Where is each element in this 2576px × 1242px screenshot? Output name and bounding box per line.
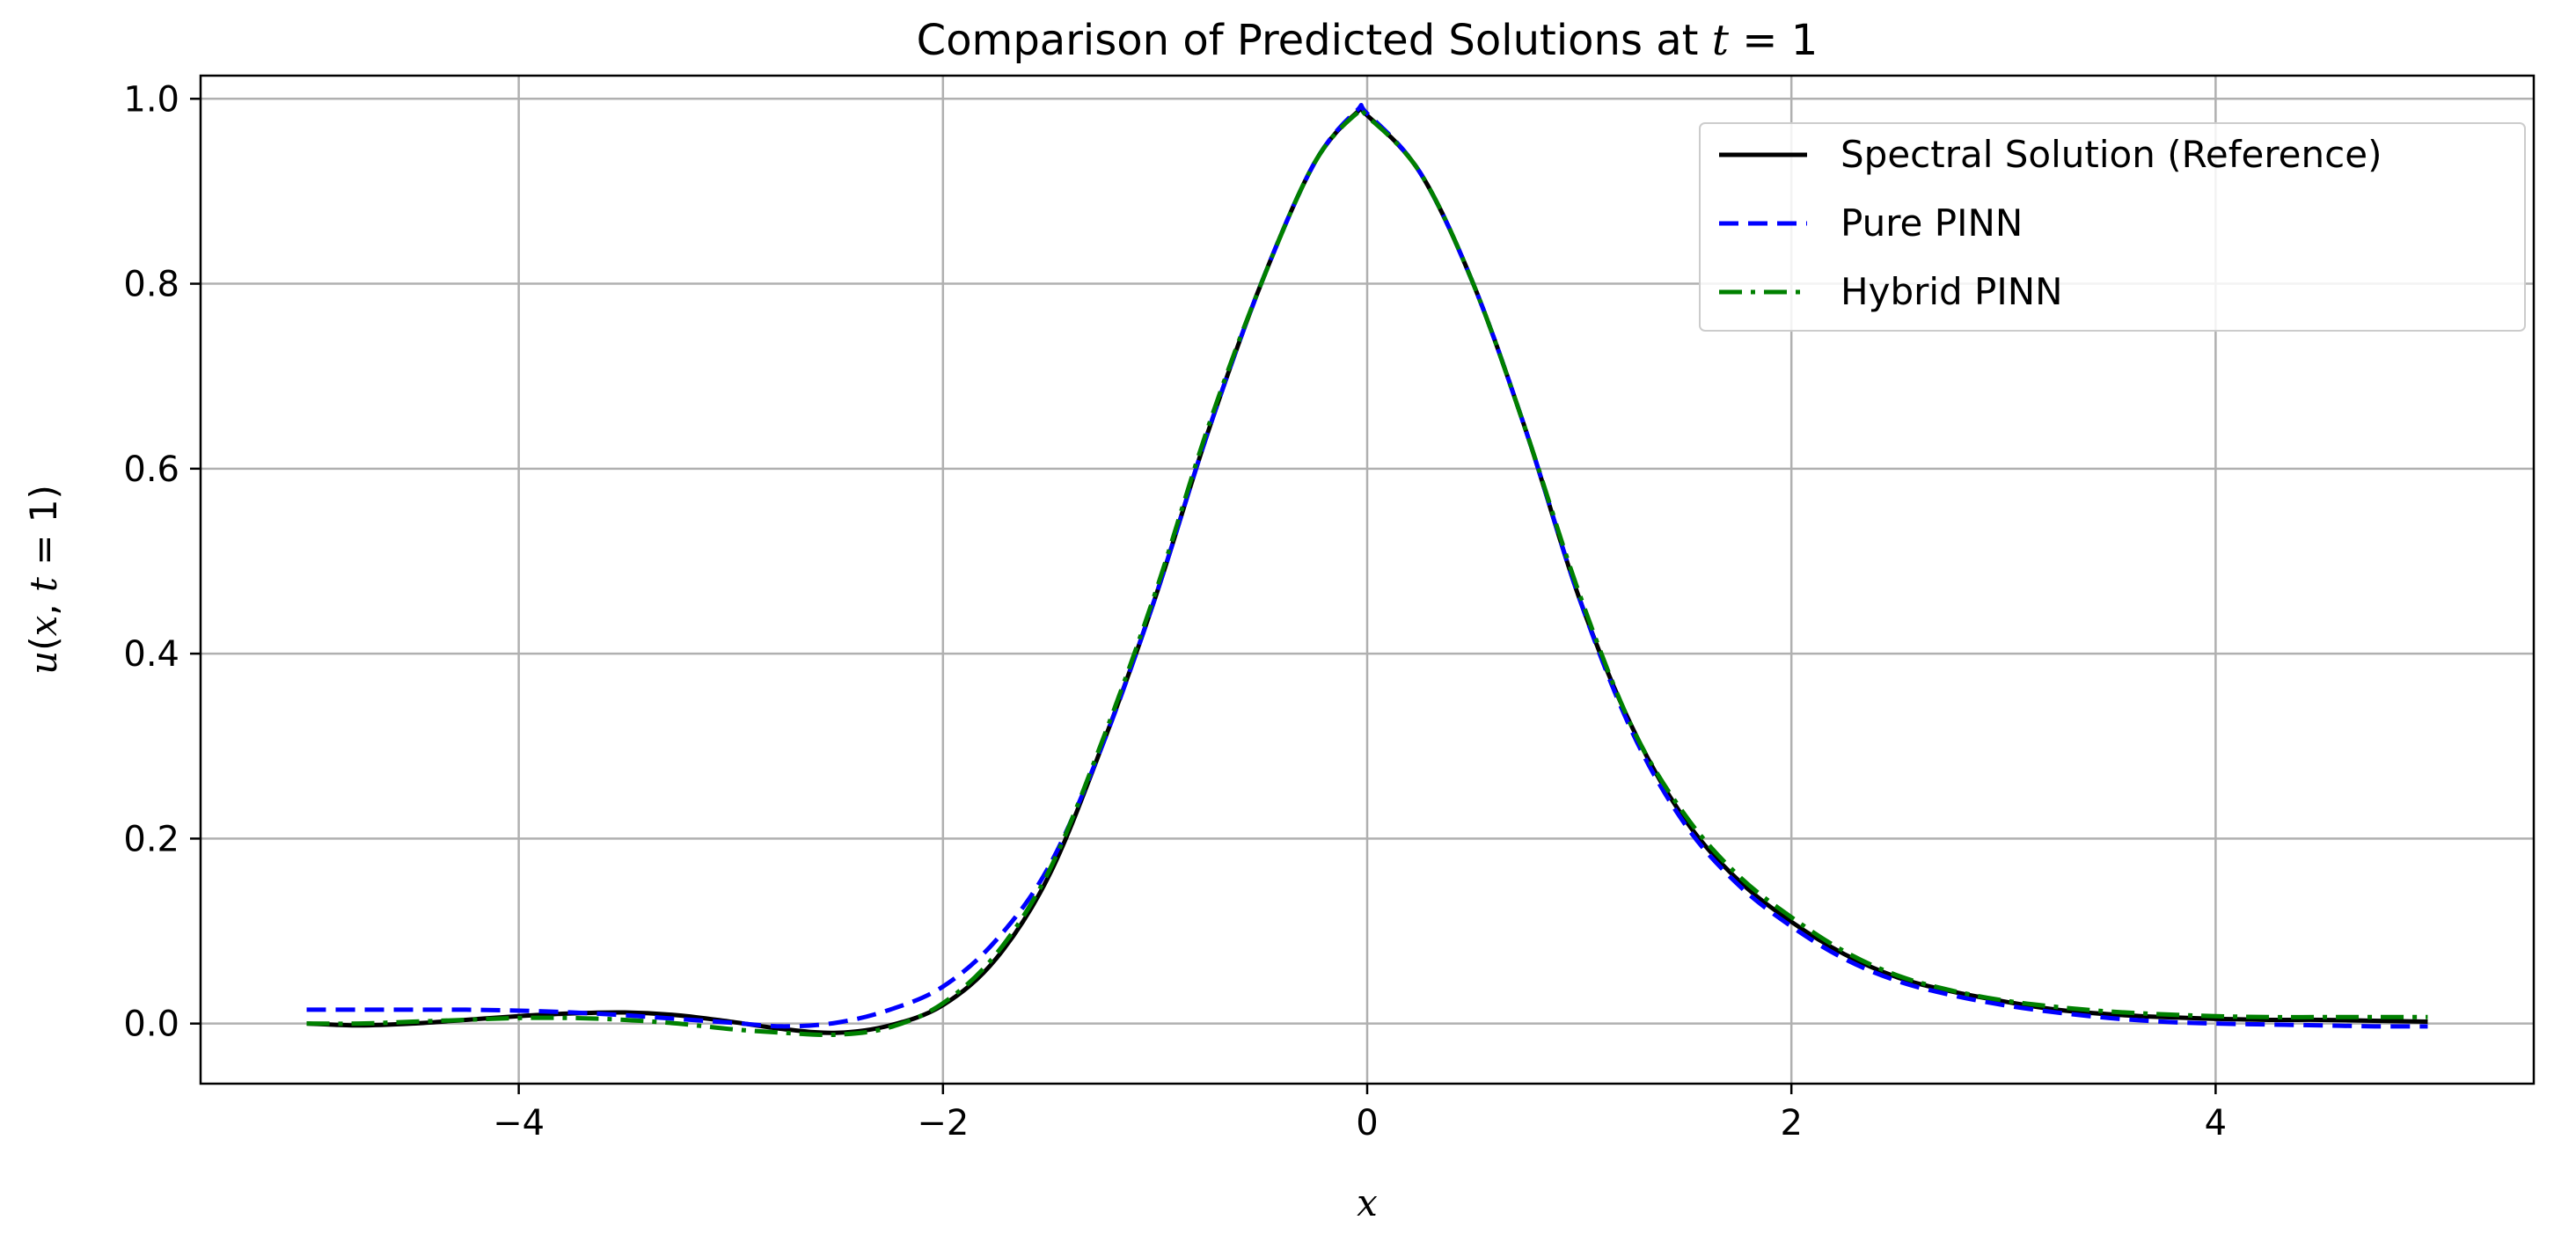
y-axis-label-eq: = 1) [22, 485, 65, 577]
y-tick-label: 0.2 [123, 819, 179, 859]
y-tick-label: 0.8 [123, 265, 179, 305]
x-tick-label: 4 [2205, 1103, 2227, 1143]
series-line-pure-pinn [306, 103, 2428, 1029]
x-tick-label: −4 [493, 1103, 545, 1143]
y-tick-label: 0.4 [123, 634, 179, 675]
legend-label: Hybrid PINN [1841, 270, 2063, 313]
y-axis-label-var: u [22, 651, 65, 675]
x-tick-label: 0 [1356, 1103, 1378, 1143]
y-tick-label: 0.6 [123, 449, 179, 490]
chart-title-math-rest: = 1 [1729, 16, 1818, 65]
series-lines [306, 103, 2428, 1038]
x-axis-label: x [1357, 1181, 1378, 1224]
series-line-hybrid-pinn [306, 106, 2428, 1038]
y-tick-label: 1.0 [123, 79, 179, 120]
chart-title-math-var: t [1712, 16, 1730, 65]
axis-ticks: −4 −2 0 2 4 0.0 0.2 0.4 0.6 0.8 1.0 [123, 79, 2227, 1143]
chart-title: Comparison of Predicted Solutions at t =… [917, 16, 1819, 65]
y-axis-label-open: ( [22, 636, 65, 650]
legend-box [1699, 122, 2526, 332]
legend-label: Pure PINN [1841, 201, 2023, 245]
y-axis-label-sep: , [22, 592, 65, 616]
legend-label: Spectral Solution (Reference) [1841, 133, 2382, 176]
x-tick-label: 2 [1780, 1103, 1802, 1143]
legend: Spectral Solution (Reference) Pure PINN Hy… [1699, 122, 2526, 332]
y-axis-label-arg1: x [22, 615, 65, 636]
chart-title-prefix: Comparison of Predicted Solutions at [917, 16, 1712, 65]
y-axis-label: u(x, t = 1) [22, 485, 65, 675]
legend-entries: Spectral Solution (Reference) Pure PINN Hy… [1719, 133, 2382, 313]
y-tick-label: 0.0 [123, 1005, 179, 1045]
x-tick-label: −2 [917, 1103, 969, 1143]
y-axis-label-arg2: t [22, 577, 65, 592]
